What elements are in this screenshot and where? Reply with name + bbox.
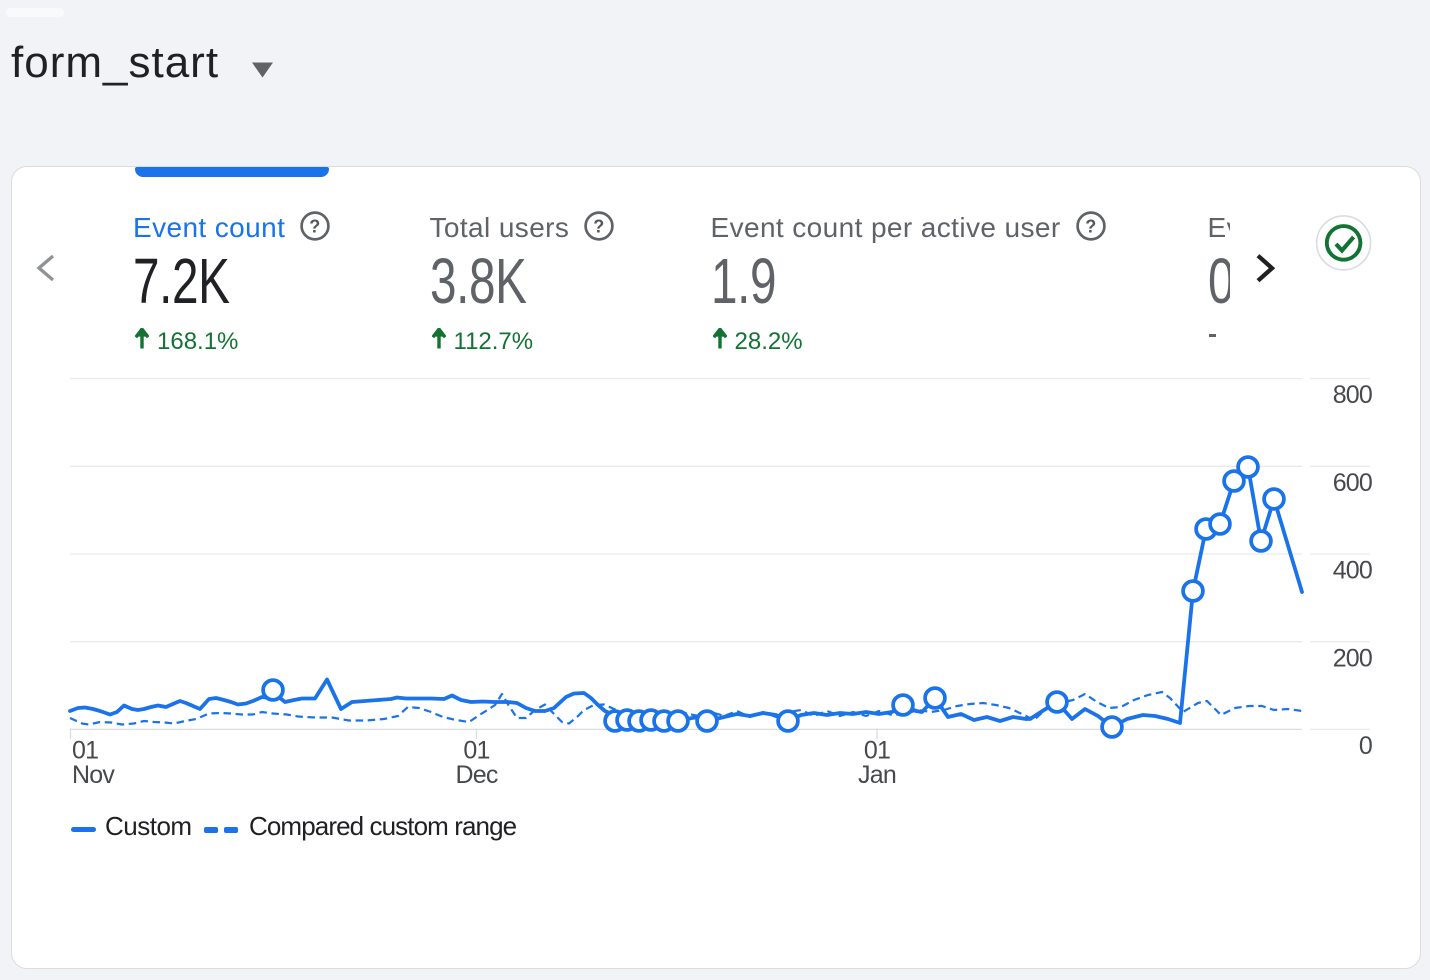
svg-text:?: ? <box>310 216 321 236</box>
svg-text:?: ? <box>1085 216 1096 236</box>
svg-text:?: ? <box>594 216 605 236</box>
